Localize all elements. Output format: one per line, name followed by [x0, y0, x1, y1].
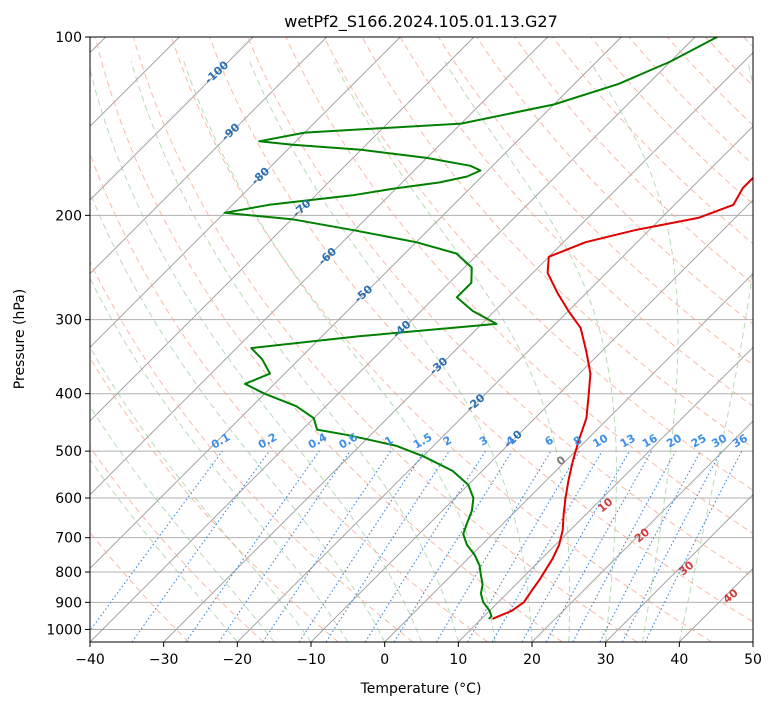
- dry-adiabat-line: [247, 37, 753, 578]
- x-tick-label: −30: [149, 652, 179, 668]
- moist-adiabat-line: [90, 190, 386, 642]
- dry-adiabat-line: [628, 37, 753, 166]
- moist-adiabat-line: [90, 458, 238, 642]
- y-tick-label: 200: [55, 208, 82, 224]
- dry-adiabat-line: [476, 37, 753, 325]
- mixing-ratio-line: [545, 450, 653, 642]
- background-lines: [90, 37, 753, 642]
- x-tick-label: 30: [597, 652, 615, 668]
- mixing-ratio-line: [364, 450, 486, 642]
- dry-adiabat-line: [323, 37, 753, 491]
- moist-adiabat-line: [183, 61, 496, 642]
- y-tick-label: 800: [55, 565, 82, 581]
- isotherm-line: [605, 494, 753, 642]
- y-axis-label: Pressure (hPa): [12, 289, 28, 389]
- x-tick-label: 50: [744, 652, 762, 668]
- dry-adiabat-line: [209, 37, 753, 623]
- moist-adiabat-line: [249, 61, 533, 642]
- isotherm-line: [90, 37, 401, 348]
- moist-adiabat-line: [589, 61, 679, 642]
- y-tick-label: 100: [55, 30, 82, 46]
- y-tick-label: 900: [55, 595, 82, 611]
- x-axis-label: Temperature (°C): [360, 681, 482, 697]
- isotherm-line: [90, 37, 254, 201]
- y-tick-label: 300: [55, 313, 82, 329]
- mixing-ratio-line: [435, 450, 552, 642]
- x-tick-label: 40: [670, 652, 688, 668]
- mixing-ratio-line: [90, 450, 223, 632]
- mixing-ratio-line: [572, 450, 677, 642]
- y-tick-label: 600: [55, 491, 82, 507]
- profile-line: [223, 37, 718, 620]
- x-tick-label: 20: [523, 652, 541, 668]
- x-tick-label: −40: [75, 652, 105, 668]
- y-tick-label: 400: [55, 387, 82, 403]
- y-tick-label: 700: [55, 531, 82, 547]
- dry-adiabat-line: [90, 260, 414, 642]
- y-tick-label: 500: [55, 444, 82, 460]
- chart-title: wetPf2_S166.2024.105.01.13.G27: [284, 12, 558, 32]
- y-tick-label: 1000: [46, 622, 82, 638]
- moist-adiabat-line: [678, 61, 753, 642]
- dry-adiabat-line: [94, 37, 563, 642]
- mixing-ratio-line: [467, 450, 580, 642]
- x-tick-label: 10: [449, 652, 467, 668]
- moist-adiabat-line: [444, 61, 617, 642]
- dry-adiabat-line: [361, 37, 753, 449]
- isotherm-line: [384, 273, 753, 642]
- profile-line: [492, 176, 753, 620]
- isotherm-line: [163, 52, 753, 642]
- mixing-ratio-line: [131, 450, 270, 642]
- isotherm-line: [90, 37, 548, 496]
- x-tick-label: −20: [223, 652, 253, 668]
- dry-adiabat-line: [90, 446, 264, 642]
- mixing-ratio-line: [325, 450, 450, 642]
- isotherm-line: [531, 420, 753, 642]
- axes: −40 −30 −20 −10 0 10 20 30 40 50 100 200 300 400 500 60…: [46, 30, 762, 668]
- mixing-ratio-line: [521, 450, 630, 642]
- moist-adiabat-line: [90, 346, 312, 642]
- moist-adiabat-line: [130, 61, 459, 642]
- isotherm-line: [90, 37, 327, 275]
- moist-adiabat-line: [333, 61, 571, 642]
- isotherm-line: [237, 125, 753, 642]
- moist-adiabat-line: [90, 405, 275, 642]
- dry-adiabat-line: [132, 37, 638, 642]
- dry-adiabat-line: [514, 37, 753, 285]
- mixing-ratio-line: [185, 450, 320, 642]
- plot-frame: [89, 36, 754, 643]
- moist-adiabat-line: [90, 277, 349, 642]
- isotherm-line: [90, 37, 622, 569]
- mixing-ratio-line: [218, 450, 351, 642]
- mixing-ratio-line: [393, 450, 513, 642]
- profile-series: [223, 37, 753, 620]
- moist-adiabat-line: [90, 67, 422, 642]
- isotherm-line: [90, 37, 475, 422]
- x-tick-label: 0: [380, 652, 389, 668]
- x-tick-label: −10: [296, 652, 326, 668]
- dry-adiabat-line: [399, 37, 753, 407]
- mixing-ratio-line: [491, 450, 603, 642]
